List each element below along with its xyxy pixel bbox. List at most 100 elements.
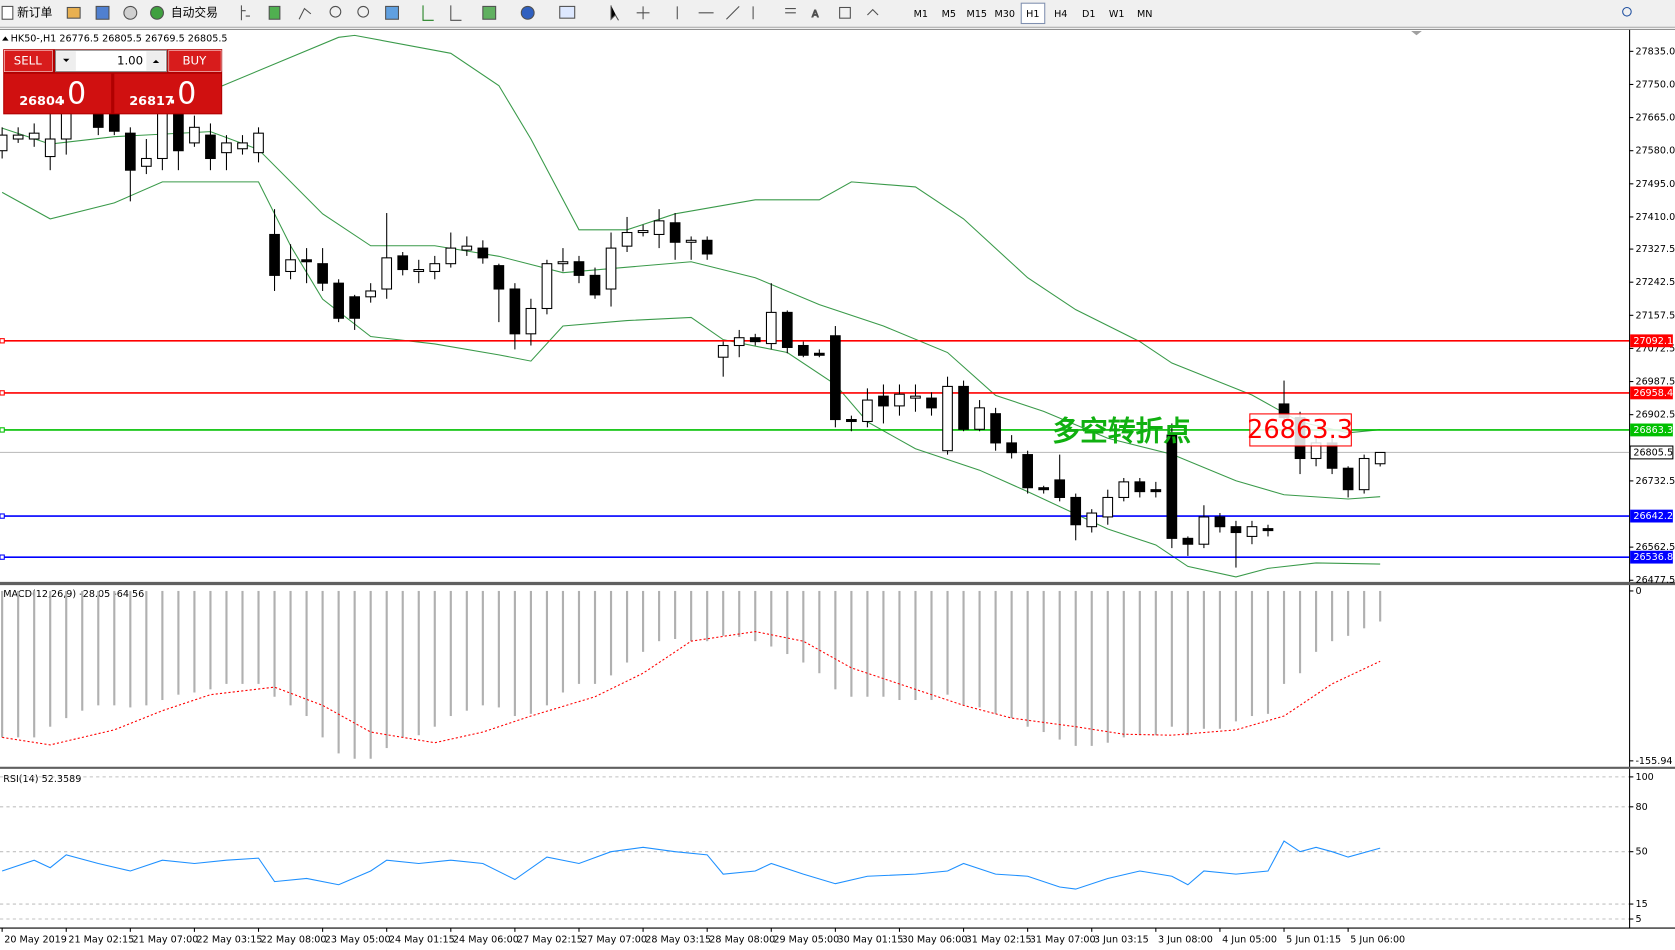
timeframe-button[interactable]: H1 (1026, 9, 1039, 20)
macd-bar (177, 590, 180, 695)
bid-box[interactable] (4, 73, 112, 114)
x-tick-label: 4 Jun 05:00 (1222, 934, 1277, 945)
signal-line (2, 631, 1381, 746)
icon[interactable] (422, 5, 434, 21)
macd-bar (818, 590, 821, 674)
y-tick-label: 27242.5 (1635, 277, 1675, 288)
icon[interactable] (123, 5, 138, 20)
macd-bar (1234, 590, 1238, 722)
macd-bar (577, 590, 581, 684)
x-tick-label: 22 May 08:00 (261, 934, 327, 945)
candle-body (285, 259, 296, 273)
candle-body (541, 263, 553, 310)
y-tick-label: 27495.0 (1635, 179, 1675, 190)
candle-body (1262, 528, 1274, 532)
macd-title: MACD(12,26,9) (3, 589, 76, 600)
candle-body (797, 344, 809, 356)
buy-button[interactable] (168, 49, 222, 72)
ask-box[interactable] (114, 73, 222, 114)
buy-label[interactable]: BUY (182, 53, 207, 67)
ohlc-close: 26805.5 (188, 33, 228, 44)
candle-body (205, 134, 216, 160)
timeframe-button[interactable]: MN (1137, 9, 1152, 20)
x-tick-label: 30 May 01:15 (838, 934, 904, 945)
macd-bar (449, 590, 452, 717)
candle-body (878, 395, 889, 407)
timeframe-button[interactable]: M15 (967, 9, 988, 20)
icon[interactable] (298, 7, 312, 20)
new-order-button[interactable]: 新订单 (17, 5, 52, 19)
timeframe-button[interactable]: W1 (1109, 9, 1125, 20)
icon[interactable]: A (811, 8, 819, 20)
timeframe-button[interactable]: M1 (914, 9, 928, 20)
macd-bar (49, 590, 52, 727)
icon[interactable] (839, 6, 851, 19)
icon[interactable] (329, 5, 342, 18)
candle-body (605, 247, 617, 290)
candle-body (237, 142, 248, 150)
icon[interactable] (636, 6, 650, 20)
candle-body (1086, 512, 1098, 528)
sell-label[interactable]: SELL (14, 53, 42, 67)
candle-body (813, 352, 825, 356)
timeframe-bar: M1 M5 M15 M30 H1 H4 D1 W1 MN (914, 9, 1153, 20)
timeframe-button[interactable]: M5 (942, 9, 956, 20)
icon[interactable] (95, 5, 110, 20)
macd-value: -28.05 (79, 589, 110, 600)
bid-price: 26804 (19, 94, 64, 109)
icon[interactable] (676, 6, 796, 20)
lot-field[interactable] (55, 49, 168, 73)
timeframe-button[interactable]: D1 (1082, 9, 1096, 20)
macd-bar (97, 590, 100, 706)
icon[interactable] (240, 5, 250, 21)
current-price-box (1629, 445, 1674, 460)
lot-value[interactable]: 1.00 (117, 53, 143, 67)
x-tick-label: 5 Jun 06:00 (1350, 934, 1405, 945)
y-tick-label: 50 (1635, 847, 1647, 858)
macd-bar (1170, 590, 1173, 727)
icon[interactable] (1, 5, 14, 20)
candle-body (653, 220, 665, 236)
candle-body (1102, 496, 1114, 518)
auto-trade-button[interactable]: 自动交易 (171, 5, 218, 19)
macd-header: MACD(12,26,9) -28.05 -64.56 (3, 589, 144, 600)
icon[interactable] (385, 5, 399, 20)
icon[interactable] (66, 6, 81, 19)
y-tick-label: 80 (1635, 802, 1647, 813)
macd-bar (193, 590, 196, 693)
macd-bar (1138, 590, 1141, 736)
macd-bar (1379, 590, 1382, 622)
rsi-value: 52.3589 (42, 774, 82, 785)
candle-body (509, 288, 521, 335)
sell-button[interactable] (4, 49, 53, 72)
candle-body (830, 335, 841, 421)
icon[interactable] (610, 5, 619, 21)
macd-bar (1331, 590, 1334, 642)
macd-bar (1026, 590, 1029, 727)
candle-body (910, 395, 921, 399)
icon[interactable] (1622, 6, 1632, 17)
candle-body (349, 296, 360, 319)
macd-bar (962, 590, 965, 706)
timeframe-button[interactable]: M30 (995, 9, 1016, 20)
icon[interactable] (450, 5, 462, 21)
candle-body (173, 111, 184, 152)
macd-bar (497, 590, 500, 708)
macd-bar (241, 590, 244, 684)
icon[interactable] (559, 5, 576, 19)
macd-bar (754, 590, 757, 642)
candle-body (781, 311, 793, 348)
timeframe-button[interactable]: H4 (1054, 9, 1067, 20)
level-label-box (1630, 423, 1673, 437)
icon[interactable] (520, 5, 535, 20)
macd-bar (417, 590, 420, 736)
y-tick-label: 27410.0 (1635, 212, 1675, 223)
candle-body (28, 132, 40, 140)
icon[interactable] (357, 5, 370, 18)
icon[interactable] (150, 5, 164, 20)
x-tick-label: 20 May 2019 (4, 934, 67, 945)
icon[interactable] (268, 5, 281, 20)
macd-bar (625, 590, 629, 663)
icon[interactable] (482, 5, 497, 20)
icon[interactable] (867, 8, 879, 16)
